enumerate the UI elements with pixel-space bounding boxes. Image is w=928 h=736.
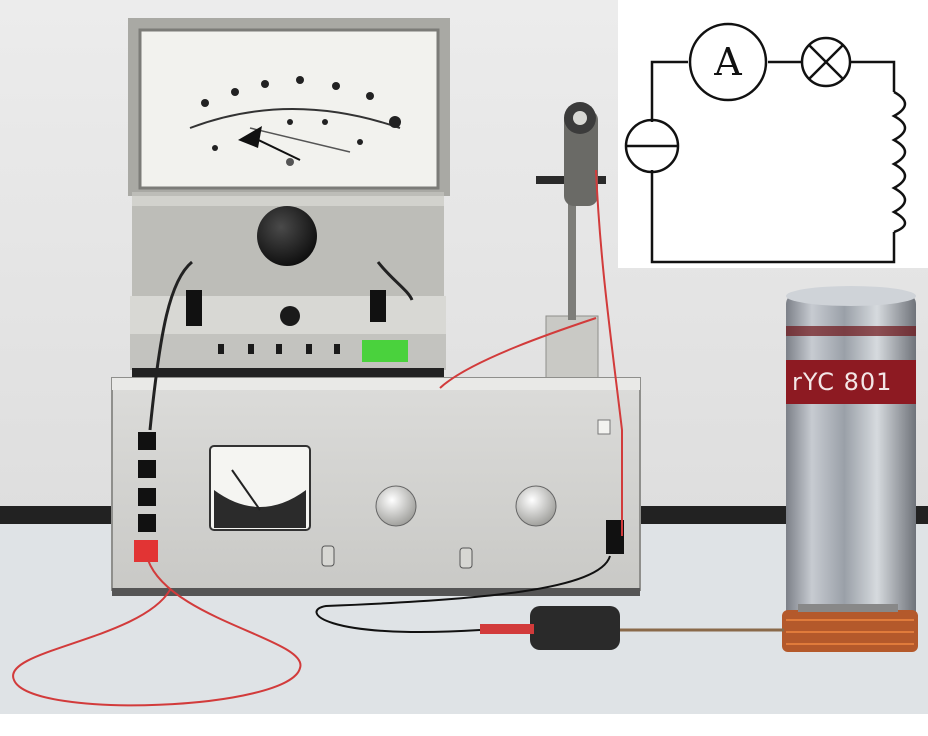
- can-label-text: rYC 801: [792, 368, 893, 396]
- circuit-diagram: A: [618, 0, 928, 268]
- green-terminal-block: [362, 340, 408, 362]
- ammeter-label: A: [714, 40, 742, 84]
- probe-handle: [480, 606, 784, 650]
- analog-meter: [128, 18, 450, 378]
- lamp-symbol: [800, 36, 852, 88]
- coil-symbol: [891, 90, 907, 234]
- solenoid-can: [782, 286, 918, 652]
- ammeter-symbol: [688, 22, 768, 102]
- power-supply: [111, 377, 641, 596]
- probe-stand: [536, 102, 606, 385]
- circuit-diagram-svg: [624, 22, 907, 264]
- wires: [12, 169, 623, 707]
- bottom-margin: [0, 714, 928, 732]
